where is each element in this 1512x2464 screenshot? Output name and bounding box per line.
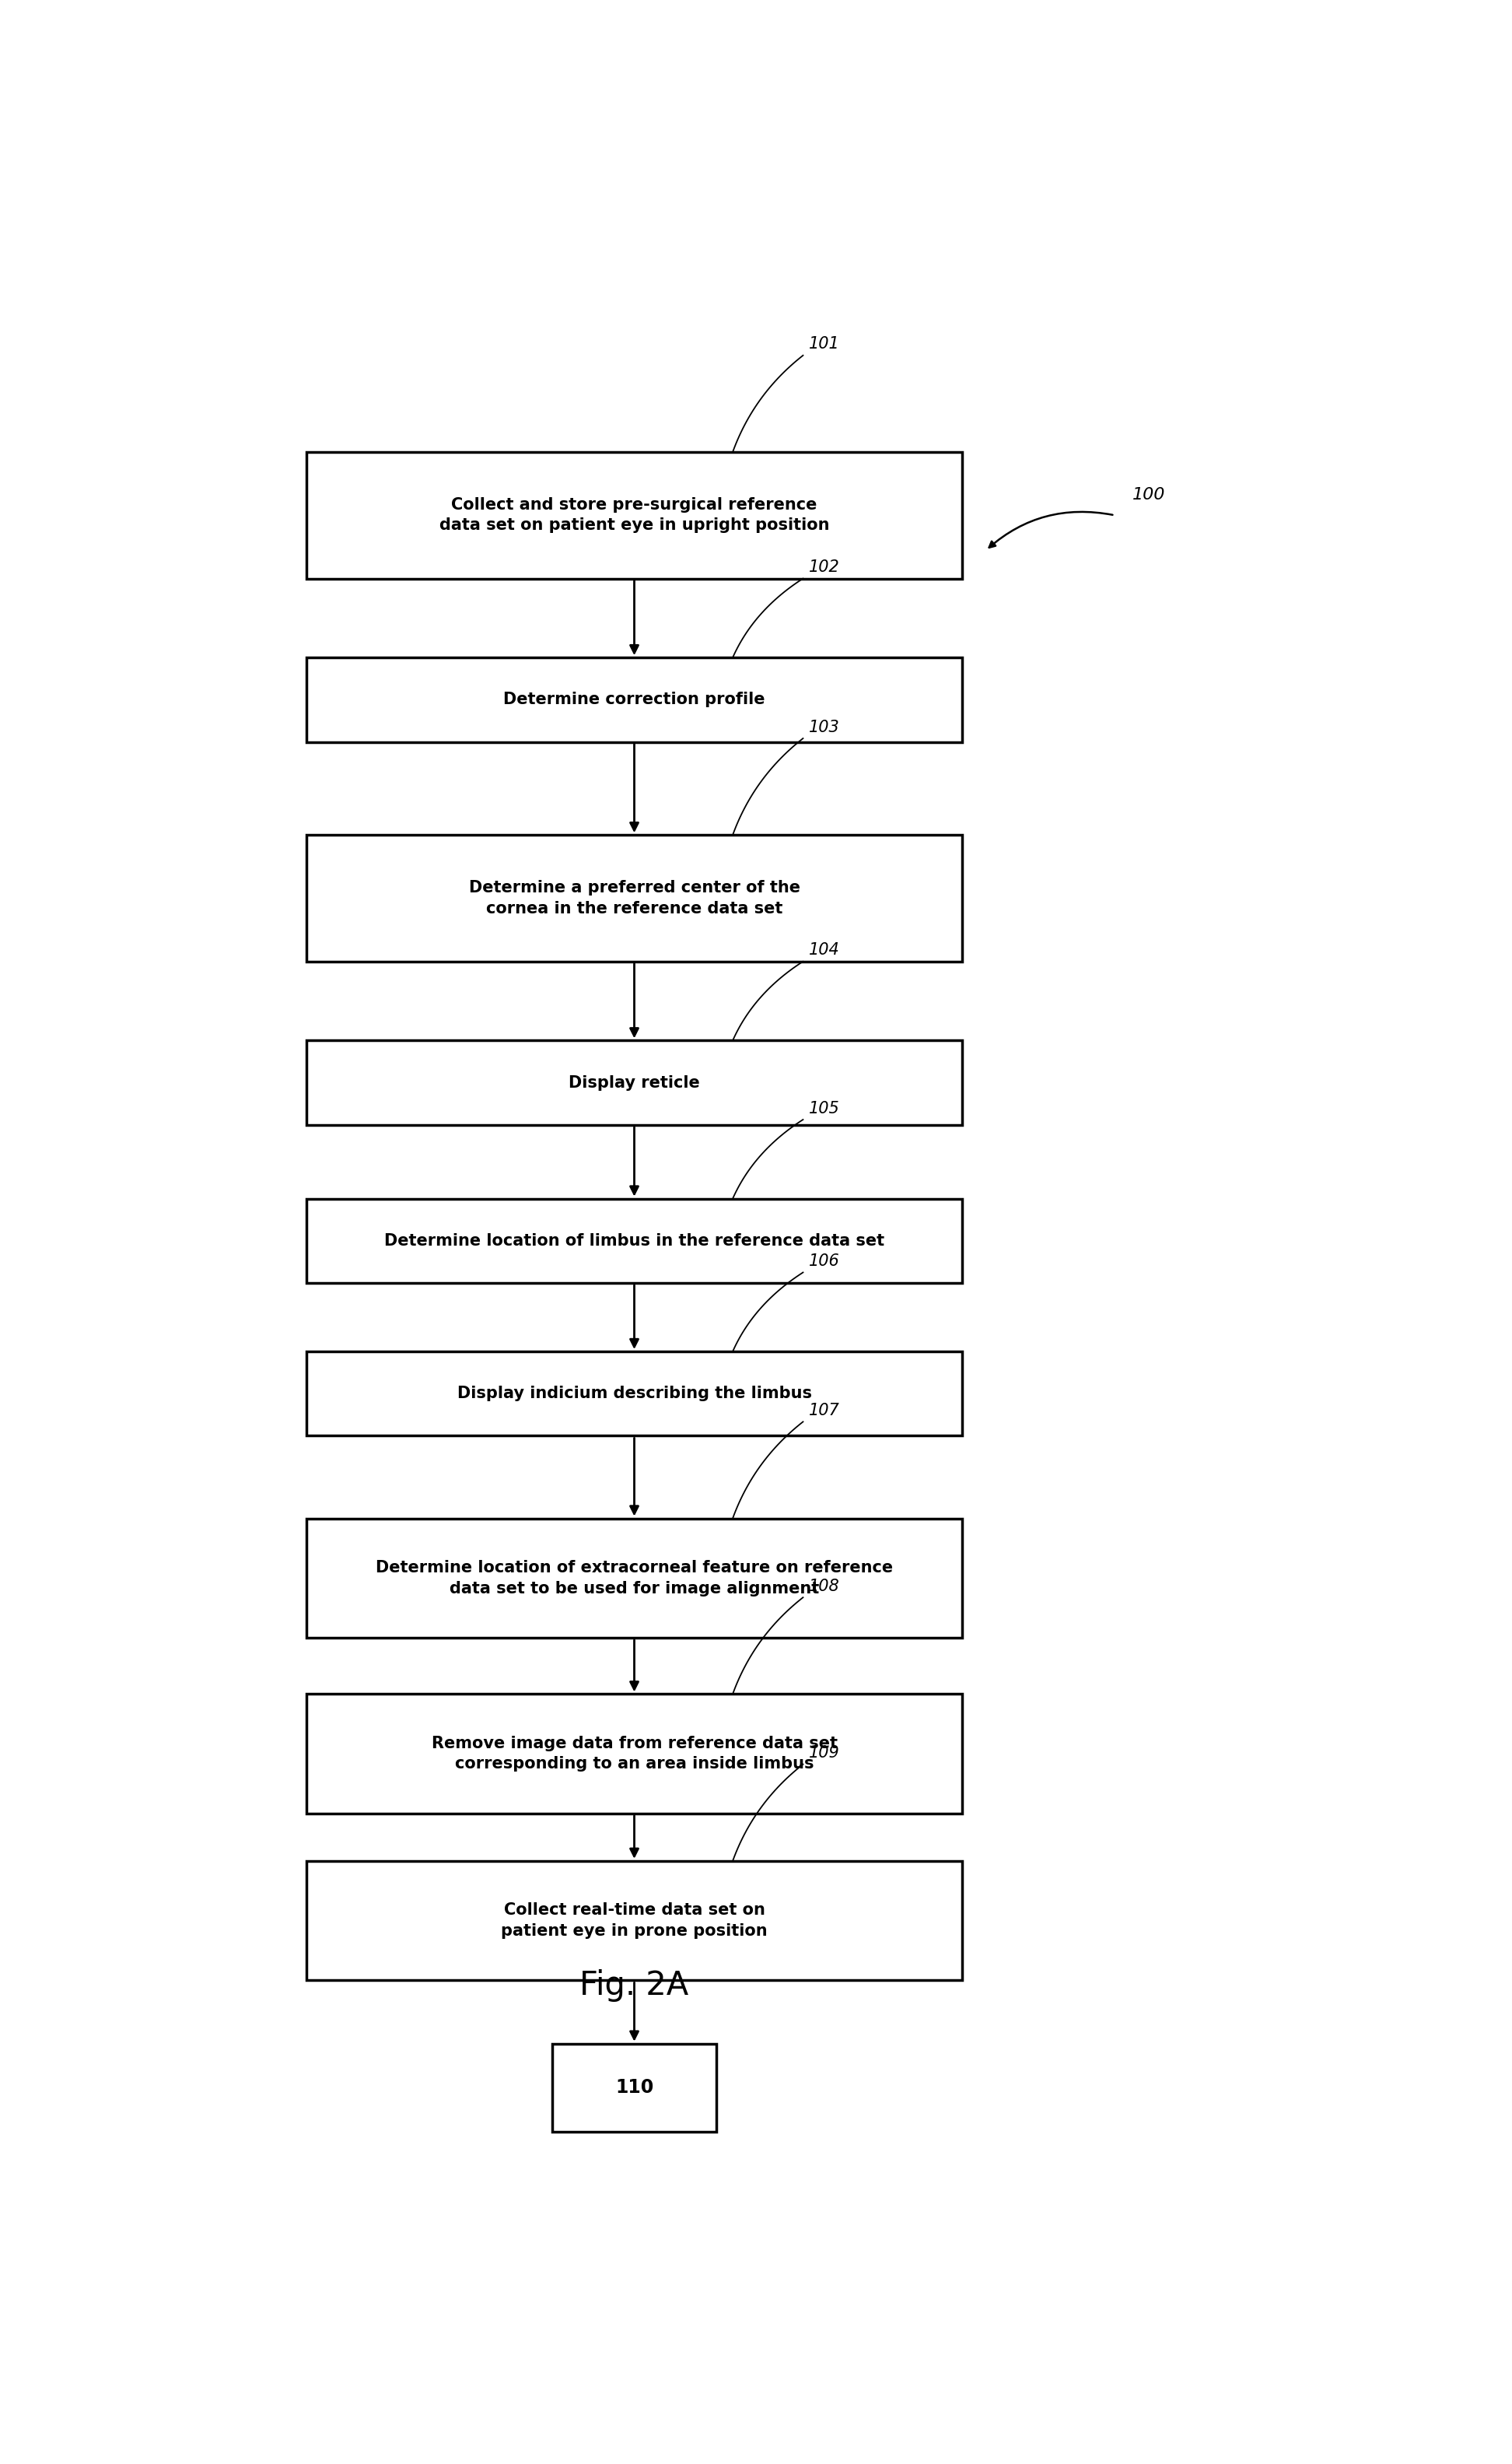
Text: Remove image data from reference data set
corresponding to an area inside limbus: Remove image data from reference data se… xyxy=(431,1735,838,1772)
Text: 107: 107 xyxy=(809,1402,839,1419)
FancyBboxPatch shape xyxy=(305,1518,963,1639)
FancyBboxPatch shape xyxy=(552,2043,717,2131)
Text: Determine location of limbus in the reference data set: Determine location of limbus in the refe… xyxy=(384,1232,885,1249)
Text: 109: 109 xyxy=(809,1745,839,1762)
FancyBboxPatch shape xyxy=(305,1350,963,1437)
FancyBboxPatch shape xyxy=(305,835,963,961)
FancyBboxPatch shape xyxy=(305,1695,963,1814)
Text: Determine a preferred center of the
cornea in the reference data set: Determine a preferred center of the corn… xyxy=(469,880,800,917)
Text: Determine location of extracorneal feature on reference
data set to be used for : Determine location of extracorneal featu… xyxy=(375,1560,894,1597)
Text: Display reticle: Display reticle xyxy=(569,1074,700,1092)
Text: 103: 103 xyxy=(809,719,839,734)
Text: 104: 104 xyxy=(809,941,839,958)
Text: 110: 110 xyxy=(615,2077,653,2097)
Text: 100: 100 xyxy=(1132,488,1166,503)
FancyBboxPatch shape xyxy=(305,1040,963,1126)
Text: 108: 108 xyxy=(809,1579,839,1594)
FancyBboxPatch shape xyxy=(305,451,963,579)
FancyBboxPatch shape xyxy=(305,1198,963,1284)
Text: 106: 106 xyxy=(809,1254,839,1269)
Text: 102: 102 xyxy=(809,559,839,574)
Text: Display indicium describing the limbus: Display indicium describing the limbus xyxy=(457,1385,812,1402)
Text: Determine correction profile: Determine correction profile xyxy=(503,692,765,707)
Text: Collect real-time data set on
patient eye in prone position: Collect real-time data set on patient ey… xyxy=(500,1902,768,1939)
Text: 101: 101 xyxy=(809,335,839,352)
Text: 105: 105 xyxy=(809,1101,839,1116)
FancyBboxPatch shape xyxy=(305,1860,963,1981)
FancyBboxPatch shape xyxy=(305,658,963,742)
Text: Collect and store pre-surgical reference
data set on patient eye in upright posi: Collect and store pre-surgical reference… xyxy=(440,498,829,532)
Text: Fig. 2A: Fig. 2A xyxy=(579,1969,689,2003)
